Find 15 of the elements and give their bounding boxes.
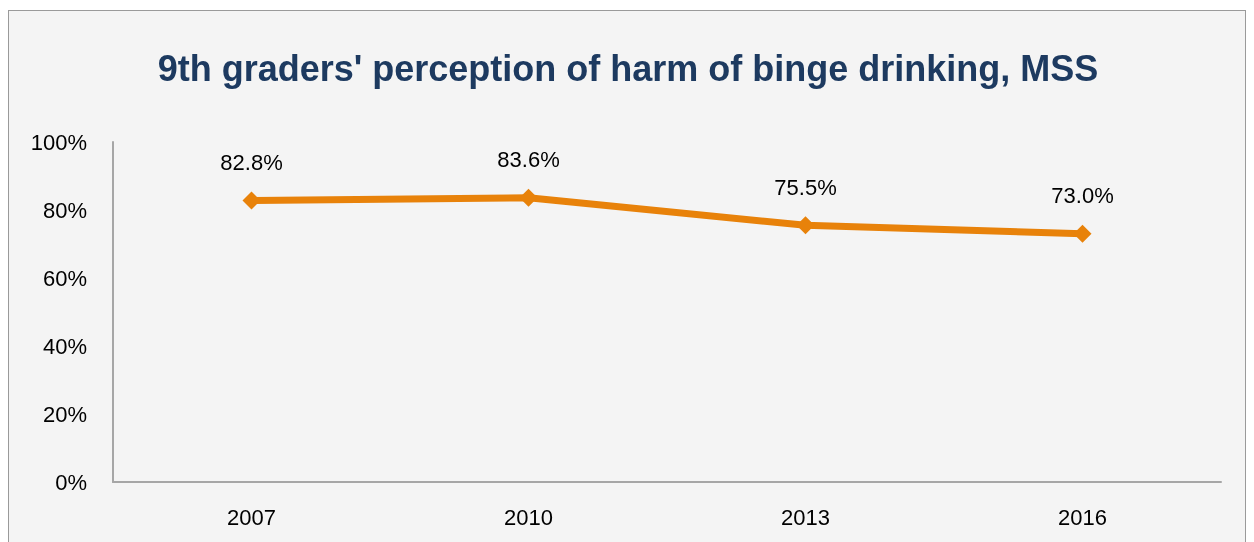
data-label: 83.6%: [497, 147, 560, 173]
x-tick-label: 2007: [227, 504, 276, 530]
y-tick-label: 60%: [42, 265, 87, 291]
data-label: 82.8%: [220, 149, 283, 175]
y-tick-label: 0%: [55, 469, 87, 495]
y-tick-label: 40%: [42, 333, 87, 359]
x-tick-label: 2013: [781, 504, 830, 530]
data-label: 75.5%: [774, 174, 837, 200]
x-tick-label: 2016: [1058, 504, 1107, 530]
x-tick-label: 2010: [504, 504, 553, 530]
y-tick-label: 80%: [42, 197, 87, 223]
chart-title: 9th graders' perception of harm of binge drinking, MSS: [157, 47, 1099, 89]
y-tick-label: 100%: [30, 129, 87, 155]
y-tick-label: 20%: [42, 401, 87, 427]
data-label: 73.0%: [1051, 183, 1114, 209]
